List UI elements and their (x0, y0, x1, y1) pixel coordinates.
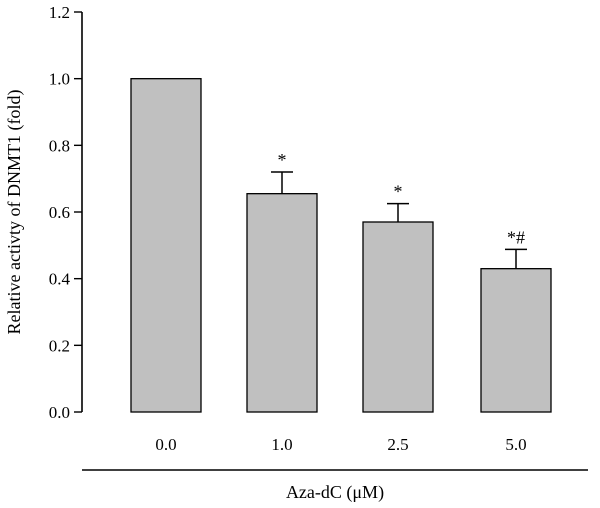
significance-label: * (394, 182, 403, 202)
y-tick-label: 0.2 (49, 336, 70, 355)
bar (246, 193, 318, 413)
x-tick-label: 2.5 (387, 435, 408, 454)
bar (130, 78, 202, 413)
bar (362, 221, 434, 413)
y-axis: 0.0 0.2 0.4 0.6 0.8 1.0 1.2 (49, 3, 83, 422)
y-tick-label: 1.2 (49, 3, 70, 22)
x-tick-label: 5.0 (505, 435, 526, 454)
x-tick-label: 1.0 (271, 435, 292, 454)
y-tick-label: 0.0 (49, 403, 70, 422)
y-tick-label: 0.8 (49, 136, 70, 155)
y-tick-label: 0.4 (49, 270, 71, 289)
significance-label: * (278, 150, 287, 170)
x-axis: 0.0 1.0 2.5 5.0 (82, 435, 588, 471)
significance-label: *# (507, 227, 525, 247)
y-axis-title: Relative activty of DNMT1 (fold) (4, 90, 25, 335)
x-axis-title: Aza-dC (μM) (286, 482, 384, 503)
y-tick-label: 1.0 (49, 70, 70, 89)
bars: * * *# (130, 78, 552, 413)
x-tick-label: 0.0 (155, 435, 176, 454)
y-tick-label: 0.6 (49, 203, 70, 222)
bar (480, 268, 552, 413)
